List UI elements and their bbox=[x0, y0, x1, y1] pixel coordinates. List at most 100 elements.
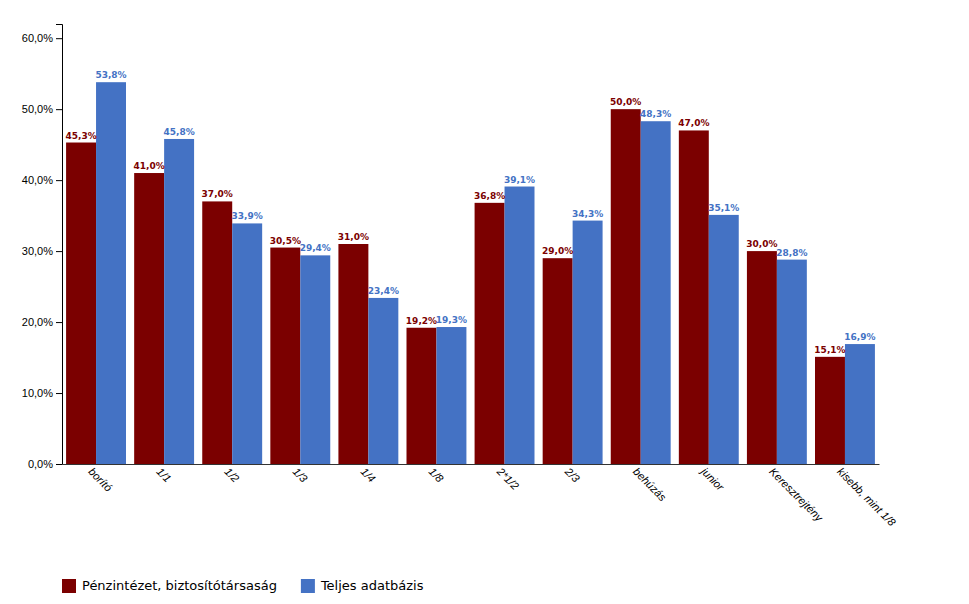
bar bbox=[202, 201, 232, 464]
y-tick-mark bbox=[56, 464, 62, 465]
x-tick: 1/1 bbox=[154, 465, 173, 484]
data-label: 36,8% bbox=[474, 191, 505, 201]
y-tick-label: 40,0% bbox=[22, 174, 53, 186]
y-tick: 60,0% bbox=[22, 32, 62, 44]
x-tick: 1/8 bbox=[427, 465, 447, 485]
legend-label: Teljes adatbázis bbox=[320, 578, 424, 593]
y-tick: 50,0% bbox=[22, 103, 62, 115]
data-label: 29,0% bbox=[542, 246, 573, 256]
y-axis: 0,0% 10,0% 20,0% 30,0% 40,0% 50,0% 60,0% bbox=[22, 25, 63, 471]
bar bbox=[338, 244, 368, 464]
data-labels: 45,3% 41,0% 37,0% 30,5% 31,0% 19,2% 36,8% 29,0%… bbox=[65, 70, 875, 355]
y-tick-label: 50,0% bbox=[22, 103, 53, 115]
y-tick-mark bbox=[56, 393, 62, 394]
bar bbox=[96, 82, 126, 464]
data-label-series: 53,8%45,8%33,9%29,4%23,4%19,3%39,1%34,3%… bbox=[95, 70, 875, 342]
y-tick-mark bbox=[56, 109, 62, 110]
bar bbox=[368, 298, 398, 464]
x-tick-label: 1/3 bbox=[290, 465, 310, 485]
x-tick: 2*1/2 bbox=[494, 465, 521, 492]
x-tick-label: 1/2 bbox=[222, 465, 241, 484]
data-label: 39,1% bbox=[504, 175, 535, 185]
x-axis-line bbox=[63, 464, 880, 465]
data-label: 41,0% bbox=[134, 161, 165, 171]
bar bbox=[164, 139, 194, 464]
bar bbox=[709, 215, 739, 464]
bar bbox=[270, 248, 300, 464]
x-tick: 1/3 bbox=[290, 465, 310, 485]
data-label: 15,1% bbox=[814, 345, 845, 355]
x-tick: 1/4 bbox=[359, 465, 378, 484]
data-label: 47,0% bbox=[678, 118, 709, 128]
y-axis-line bbox=[56, 25, 63, 465]
x-axis: borító 1/1 1/2 1/3 1/4 1/8 2*1/2 2/3 behúzás juni… bbox=[63, 464, 899, 529]
data-label: 19,3% bbox=[436, 315, 467, 325]
data-label: 37,0% bbox=[202, 189, 233, 199]
x-tick-label: borító bbox=[86, 465, 114, 493]
x-tick: 1/2 bbox=[222, 465, 241, 484]
data-label: 50,0% bbox=[610, 97, 641, 107]
y-tick-mark bbox=[56, 322, 62, 323]
data-label: 31,0% bbox=[338, 232, 369, 242]
x-tick-label: junior bbox=[698, 464, 728, 494]
y-tick: 30,0% bbox=[22, 245, 62, 257]
bar bbox=[815, 357, 845, 464]
bar bbox=[232, 223, 262, 464]
data-label: 28,8% bbox=[776, 248, 807, 258]
data-label: 29,4% bbox=[300, 243, 331, 253]
x-tick-label: 2*1/2 bbox=[494, 465, 521, 492]
y-tick-label: 60,0% bbox=[22, 32, 53, 44]
bar bbox=[407, 328, 437, 464]
data-label: 33,9% bbox=[232, 211, 263, 221]
y-tick-mark bbox=[56, 180, 62, 181]
data-label: 30,5% bbox=[270, 236, 301, 246]
chart: 0,0% 10,0% 20,0% 30,0% 40,0% 50,0% 60,0% borító… bbox=[0, 0, 969, 604]
legend-item: Pénzintézet, biztosítótársaság bbox=[62, 578, 277, 593]
y-tick-mark bbox=[56, 38, 62, 39]
bars bbox=[66, 82, 875, 464]
y-tick: 40,0% bbox=[22, 174, 62, 186]
bar bbox=[845, 344, 875, 464]
x-tick: junior bbox=[698, 464, 728, 494]
data-label: 34,3% bbox=[572, 209, 603, 219]
x-tick: borító bbox=[86, 465, 114, 493]
x-tick: behúzás bbox=[631, 465, 669, 503]
legend-item: Teljes adatbázis bbox=[301, 578, 424, 593]
legend-swatch bbox=[62, 579, 76, 593]
data-label: 45,8% bbox=[163, 127, 194, 137]
plot: 0,0% 10,0% 20,0% 30,0% 40,0% 50,0% 60,0% borító… bbox=[22, 25, 899, 529]
x-tick-label: behúzás bbox=[631, 465, 669, 503]
bar-series bbox=[66, 109, 845, 464]
y-tick: 20,0% bbox=[22, 316, 62, 328]
bar bbox=[777, 260, 807, 464]
bar bbox=[611, 109, 641, 464]
data-label-series: 45,3% 41,0% 37,0% 30,5% 31,0% 19,2% 36,8% 29,0%… bbox=[65, 97, 845, 355]
legend-label: Pénzintézet, biztosítótársaság bbox=[82, 578, 277, 593]
x-tick: 2/3 bbox=[562, 465, 583, 486]
bar bbox=[641, 121, 671, 464]
x-tick-label: kisebb, mint 1/8 bbox=[835, 465, 899, 529]
bar bbox=[543, 258, 573, 464]
bar-series bbox=[96, 82, 875, 464]
data-label: 19,2% bbox=[406, 316, 437, 326]
y-tick-label: 20,0% bbox=[22, 316, 53, 328]
x-tick-label: 1/4 bbox=[359, 465, 378, 484]
x-tick: Keresztrejtény bbox=[767, 465, 826, 524]
y-tick-label: 10,0% bbox=[22, 387, 53, 399]
bar bbox=[66, 143, 96, 464]
data-label: 23,4% bbox=[368, 286, 399, 296]
bar bbox=[573, 221, 603, 464]
bar bbox=[436, 327, 466, 464]
y-tick-label: 30,0% bbox=[22, 245, 53, 257]
y-tick-label: 0,0% bbox=[28, 458, 53, 470]
data-label: 30,0% bbox=[746, 239, 777, 249]
data-label: 35,1% bbox=[708, 203, 739, 213]
bar bbox=[475, 203, 505, 464]
x-tick-label: 1/1 bbox=[154, 465, 173, 484]
bar bbox=[134, 173, 164, 464]
bar bbox=[505, 187, 535, 464]
x-tick: kisebb, mint 1/8 bbox=[835, 465, 899, 529]
bar bbox=[300, 255, 330, 464]
data-label: 45,3% bbox=[65, 131, 96, 141]
bar bbox=[679, 130, 709, 464]
